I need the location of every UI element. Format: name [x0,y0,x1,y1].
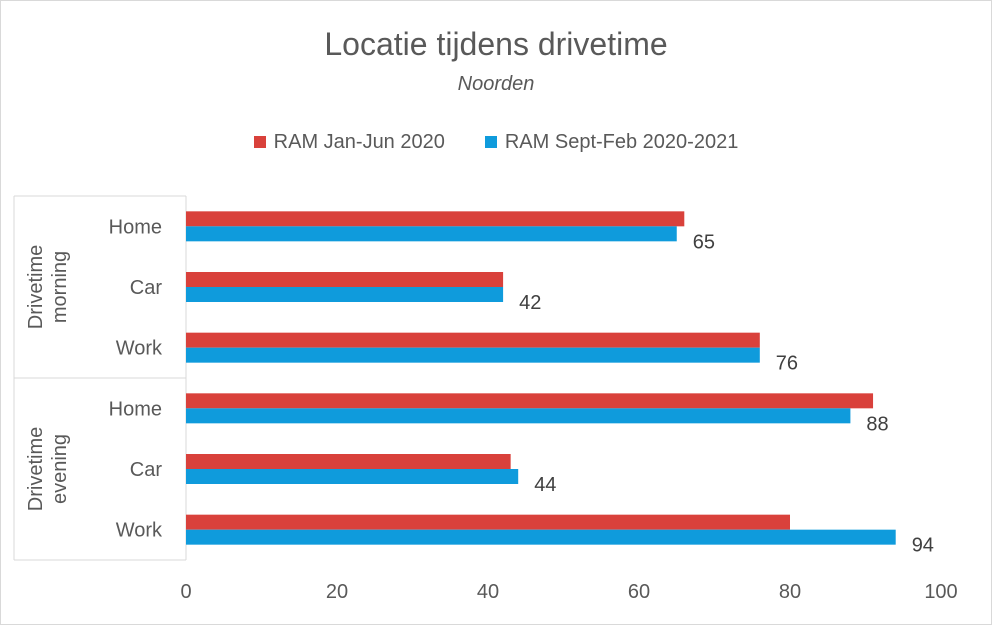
bar-series-2 [186,226,677,242]
bar-series-1 [186,514,790,530]
data-label: 44 [534,474,556,496]
group-label-line: Drivetime [25,245,47,329]
chart-title: Locatie tijdens drivetime [324,26,668,62]
bar-series-2 [186,529,896,545]
bar-series-1 [186,211,685,227]
group-label-line: evening [49,434,71,504]
legend-item-series-2: RAM Sept-Feb 2020-2021 [484,130,739,154]
data-label: 94 [912,535,934,557]
legend-label-series-1: RAM Jan-Jun 2020 [273,130,445,153]
legend-label-series-2: RAM Sept-Feb 2020-2021 [504,130,739,153]
data-label: 88 [866,413,888,435]
category-label: Work [116,338,163,360]
group-label-line: Drivetime [25,427,47,511]
x-tick-label: 80 [779,581,801,603]
data-label: 76 [776,353,798,375]
data-label: 42 [519,292,541,314]
category-label: Home [109,398,162,420]
bar-series-2 [186,408,851,424]
group-label: Drivetime evening [25,427,71,511]
category-label: Car [130,459,163,481]
group-label-line: morning [49,251,71,323]
x-tick-label: 100 [924,581,957,603]
bar-series-1 [186,393,874,409]
bar-series-2 [186,469,519,484]
bar-series-1 [186,272,504,287]
legend-item-series-1: RAM Jan-Jun 2020 [253,130,445,154]
x-tick-label: 0 [180,581,191,603]
category-label: Work [116,520,163,542]
x-tick-label: 20 [326,581,348,603]
legend-swatch-series-2 [484,136,497,148]
bar-series-1 [186,454,511,469]
group-label: Drivetime morning [25,245,71,329]
x-tick-label: 40 [477,581,499,603]
category-label: Car [130,277,163,299]
bar-series-1 [186,332,760,348]
chart-subtitle: Noorden [457,73,535,95]
bar-series-2 [186,287,504,302]
bar-series-2 [186,347,760,363]
category-label: Home [109,216,162,238]
legend-swatch-series-1 [253,136,266,148]
data-label: 65 [693,231,715,253]
x-tick-label: 60 [628,581,650,603]
chart-legend: RAM Jan-Jun 2020 RAM Sept-Feb 2020-2021 [0,128,992,156]
